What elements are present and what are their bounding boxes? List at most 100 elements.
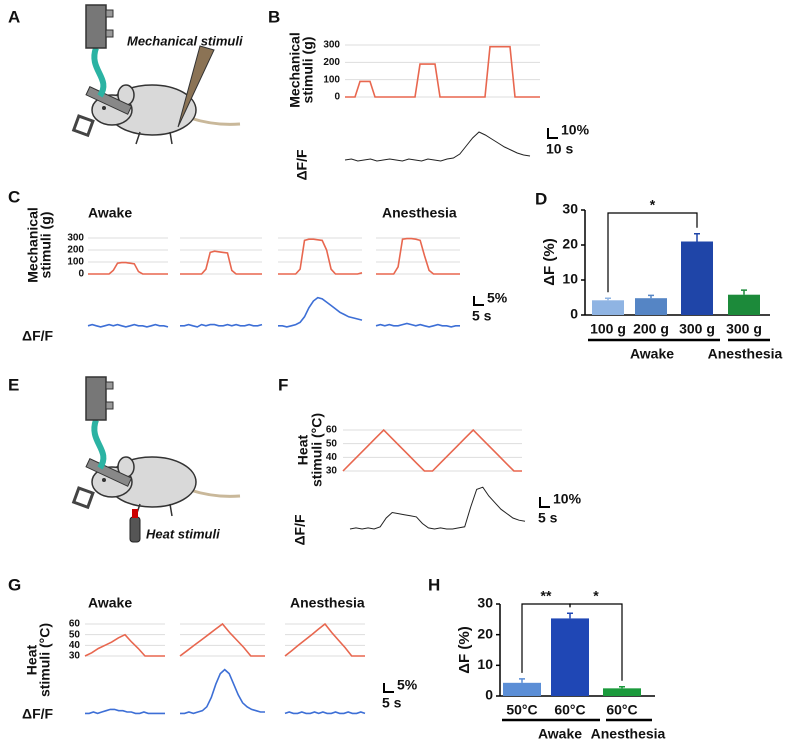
y-tick-label: 20: [477, 625, 493, 641]
x-tick-label: 60°C: [554, 702, 585, 718]
panel-label: B: [268, 7, 280, 26]
error-bar: [694, 233, 700, 242]
group-label: Awake: [630, 346, 674, 362]
group-label: Anesthesia: [708, 346, 783, 362]
trace: [345, 45, 540, 98]
error-bar: [648, 294, 654, 299]
y-tick-label: 50: [69, 629, 81, 640]
y-axis-label: ΔF (%): [456, 626, 473, 673]
y-tick-label: 60: [326, 425, 338, 436]
trace: [278, 296, 363, 328]
condition-label: Anesthesia: [382, 205, 457, 221]
y-axis-label: stimuli (g): [38, 212, 54, 279]
y-tick-label: 300: [323, 40, 340, 51]
panel-label: A: [8, 7, 20, 26]
bar: [728, 294, 760, 315]
error-bar: [741, 289, 747, 295]
y-tick-label: 0: [570, 306, 578, 322]
bar: [551, 618, 589, 696]
trace: [180, 323, 263, 328]
y-tick-label: 200: [67, 245, 84, 256]
trace: [180, 668, 265, 715]
y-tick-label: 10: [562, 271, 578, 287]
y-tick-label: 100: [67, 257, 84, 268]
trace: [87, 323, 169, 328]
y-axis-label: stimuli (°C): [309, 413, 325, 487]
scale-label: 5%: [487, 290, 508, 306]
bar: [503, 682, 541, 696]
trace: [342, 428, 522, 472]
scale-bar: [539, 497, 550, 508]
trace: [84, 633, 165, 657]
scale-label: 5 s: [538, 510, 558, 526]
y-tick-label: 60: [69, 619, 81, 630]
x-tick-label: 300 g: [726, 321, 762, 337]
y-tick-label: 10: [477, 656, 493, 672]
scale-label: 10%: [561, 122, 590, 138]
trace: [349, 486, 526, 530]
bar: [635, 298, 667, 315]
y-axis-label: ΔF/F: [22, 328, 54, 344]
significance-label: **: [541, 588, 552, 604]
x-tick-label: 100 g: [590, 321, 626, 337]
trace: [284, 711, 366, 715]
y-tick-label: 20: [562, 236, 578, 252]
y-tick-label: 50: [326, 438, 338, 449]
trace: [376, 237, 460, 275]
y-tick-label: 30: [477, 595, 493, 611]
bar: [592, 300, 624, 315]
scale-bar: [473, 296, 484, 306]
y-tick-label: 40: [69, 640, 81, 651]
y-axis-label: ΔF (%): [541, 238, 558, 285]
caption: Heat stimuli: [146, 526, 220, 541]
y-tick-label: 40: [326, 452, 338, 463]
panel-label: F: [278, 375, 288, 394]
y-tick-label: 0: [78, 269, 84, 280]
bar: [681, 241, 713, 315]
condition-label: Awake: [88, 595, 132, 611]
trace: [375, 322, 460, 328]
scale-label: 10 s: [546, 141, 573, 157]
error-bar: [619, 686, 625, 689]
y-tick-label: 30: [562, 201, 578, 217]
y-axis-label: Mechanical: [25, 207, 41, 282]
scale-label: 10%: [553, 491, 582, 507]
panel-label: C: [8, 187, 20, 206]
panel-label: H: [428, 575, 440, 594]
x-tick-label: 60°C: [606, 702, 637, 718]
y-axis-label: Heat: [24, 644, 40, 675]
group-label: Anesthesia: [591, 726, 666, 742]
y-tick-label: 300: [67, 233, 84, 244]
scale-label: 5 s: [472, 308, 492, 324]
significance-label: *: [593, 588, 599, 604]
panel-label: E: [8, 375, 19, 394]
error-bar: [519, 678, 525, 683]
panel-label: G: [8, 575, 21, 594]
significance-bracket: [607, 212, 698, 293]
significance-label: *: [650, 197, 656, 213]
scale-label: 5 s: [382, 695, 402, 711]
y-tick-label: 100: [323, 74, 340, 85]
x-tick-label: 200 g: [633, 321, 669, 337]
y-axis-label: ΔF/F: [292, 514, 308, 546]
trace: [179, 622, 265, 657]
trace: [278, 238, 363, 275]
y-tick-label: 30: [69, 651, 81, 662]
y-axis-label: Mechanical: [287, 32, 303, 107]
group-label: Awake: [538, 726, 582, 742]
y-axis-label: stimuli (g): [300, 37, 316, 104]
trace: [284, 622, 365, 657]
trace: [180, 250, 262, 275]
y-axis-label: ΔF/F: [294, 149, 310, 181]
panel-label: D: [535, 189, 547, 208]
y-axis-label: stimuli (°C): [37, 623, 53, 697]
error-bar: [567, 612, 573, 619]
trace: [85, 708, 165, 715]
y-tick-label: 0: [334, 92, 340, 103]
y-axis-label: Heat: [295, 434, 311, 465]
scale-bar: [383, 683, 394, 693]
y-axis-label: ΔF/F: [22, 706, 54, 722]
x-tick-label: 300 g: [679, 321, 715, 337]
condition-label: Awake: [88, 205, 132, 221]
